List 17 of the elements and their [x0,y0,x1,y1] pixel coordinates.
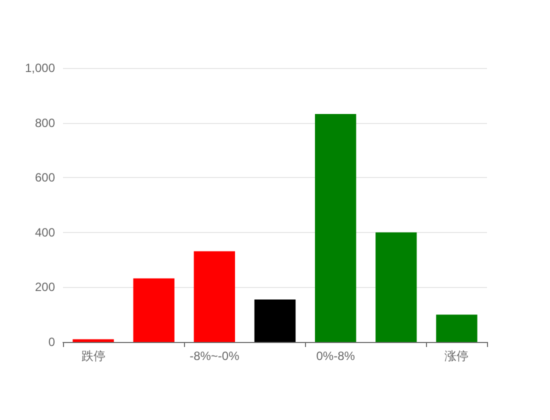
bar [254,300,296,342]
y-tick-label: 1,000 [24,61,56,75]
x-tick-label: 涨停 [444,349,469,363]
x-tick-label: 0%-8% [316,349,356,363]
bar [436,314,478,342]
bar [72,339,114,342]
y-tick-label: 600 [34,170,56,185]
y-tick-label: 0 [48,335,56,349]
y-tick-label: 400 [34,225,56,240]
bar [194,251,236,342]
bar [133,278,174,342]
bar [314,114,356,342]
x-tick-label: -8%~-0% [190,349,240,363]
y-tick-label: 800 [34,116,56,130]
y-tick-label: 200 [34,280,56,294]
bar [376,232,417,342]
x-tick-label: 跌停 [81,349,106,363]
